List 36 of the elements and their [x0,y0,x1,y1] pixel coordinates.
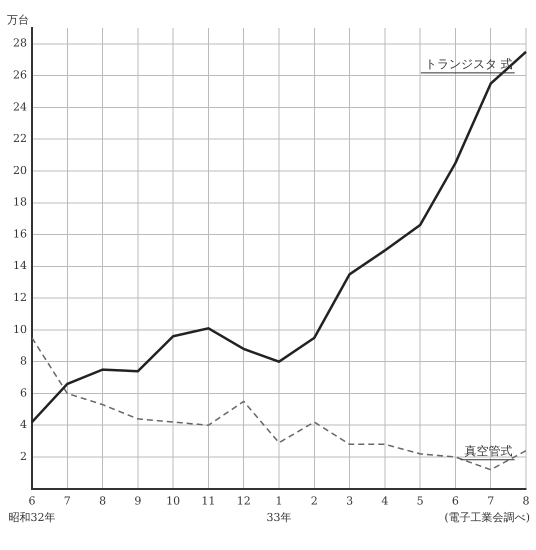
y-tick-label: 26 [12,68,27,82]
line-series [31,337,527,470]
y-tick-label: 28 [12,36,27,50]
y-tick-label: 4 [20,418,27,432]
y-tick-label: 2 [20,450,27,463]
x-tick-label: 8 [522,494,530,508]
x-tick-label: 12 [236,494,251,508]
text: (電子工業会調べ) [444,511,530,524]
y-tick-label: 12 [12,290,27,304]
x-tick-label: 5 [416,494,424,508]
y-tick-label: 18 [12,196,27,209]
y-tick-label: 6 [20,386,27,400]
x-tick-label: 10 [166,494,180,508]
text: 33年 [266,511,292,524]
y-tick-label: 16 [12,227,27,240]
y-tick-label: 24 [12,100,27,114]
x-tick-label: 6 [452,494,459,508]
x-tick-label: 9 [134,494,142,508]
y-axis-title: 万台 [6,13,29,26]
x-tick-label: 6 [28,494,36,508]
x-tick-label: 2 [310,494,318,508]
x-tick-label: 1 [276,494,282,508]
x-tick-label: 3 [346,494,354,508]
x-tick-label: 4 [381,494,388,508]
y-tick-label: 8 [20,354,27,368]
text: 昭和32年 [8,511,56,524]
x-tick-label: 11 [201,494,216,508]
y-tick-label: 20 [12,164,27,177]
x-tick-label: 7 [64,494,71,508]
x-tick-label: 7 [487,494,494,508]
x-tick-label: 8 [99,494,106,508]
series-label: トランジスタ 式 [424,57,513,72]
series-label: 真空管式 [464,444,513,458]
y-tick-label: 22 [12,132,27,146]
y-tick-label: 10 [12,322,27,336]
y-tick-label: 14 [12,259,27,272]
